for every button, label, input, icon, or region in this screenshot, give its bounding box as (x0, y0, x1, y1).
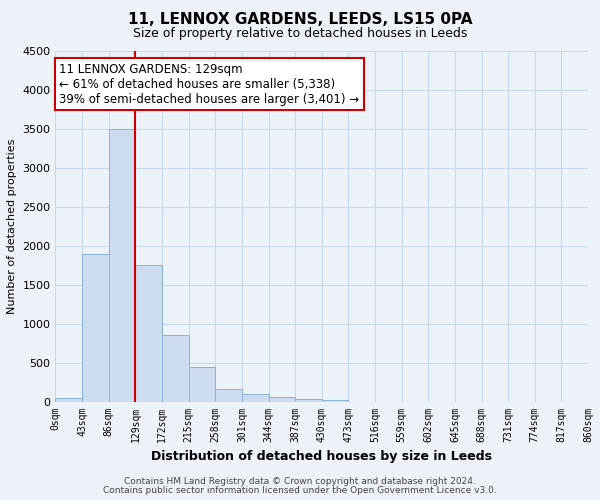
Bar (269, 398, 295, 402)
Text: Contains public sector information licensed under the Open Government Licence v3: Contains public sector information licen… (103, 486, 497, 495)
Bar (188, 366, 215, 402)
Y-axis label: Number of detached properties: Number of detached properties (7, 138, 17, 314)
Bar (242, 394, 269, 402)
Bar (322, 400, 349, 402)
Text: Contains HM Land Registry data © Crown copyright and database right 2024.: Contains HM Land Registry data © Crown c… (124, 477, 476, 486)
Bar (109, 129, 136, 402)
Bar (215, 389, 242, 402)
Bar (136, 265, 162, 402)
Bar (82, 254, 109, 402)
X-axis label: Distribution of detached houses by size in Leeds: Distribution of detached houses by size … (151, 450, 492, 463)
Bar (162, 336, 188, 402)
Text: 11, LENNOX GARDENS, LEEDS, LS15 0PA: 11, LENNOX GARDENS, LEEDS, LS15 0PA (128, 12, 472, 28)
Text: Size of property relative to detached houses in Leeds: Size of property relative to detached ho… (133, 28, 467, 40)
Bar (295, 400, 322, 402)
Text: 11 LENNOX GARDENS: 129sqm
← 61% of detached houses are smaller (5,338)
39% of se: 11 LENNOX GARDENS: 129sqm ← 61% of detac… (59, 62, 359, 106)
Bar (55, 398, 82, 402)
